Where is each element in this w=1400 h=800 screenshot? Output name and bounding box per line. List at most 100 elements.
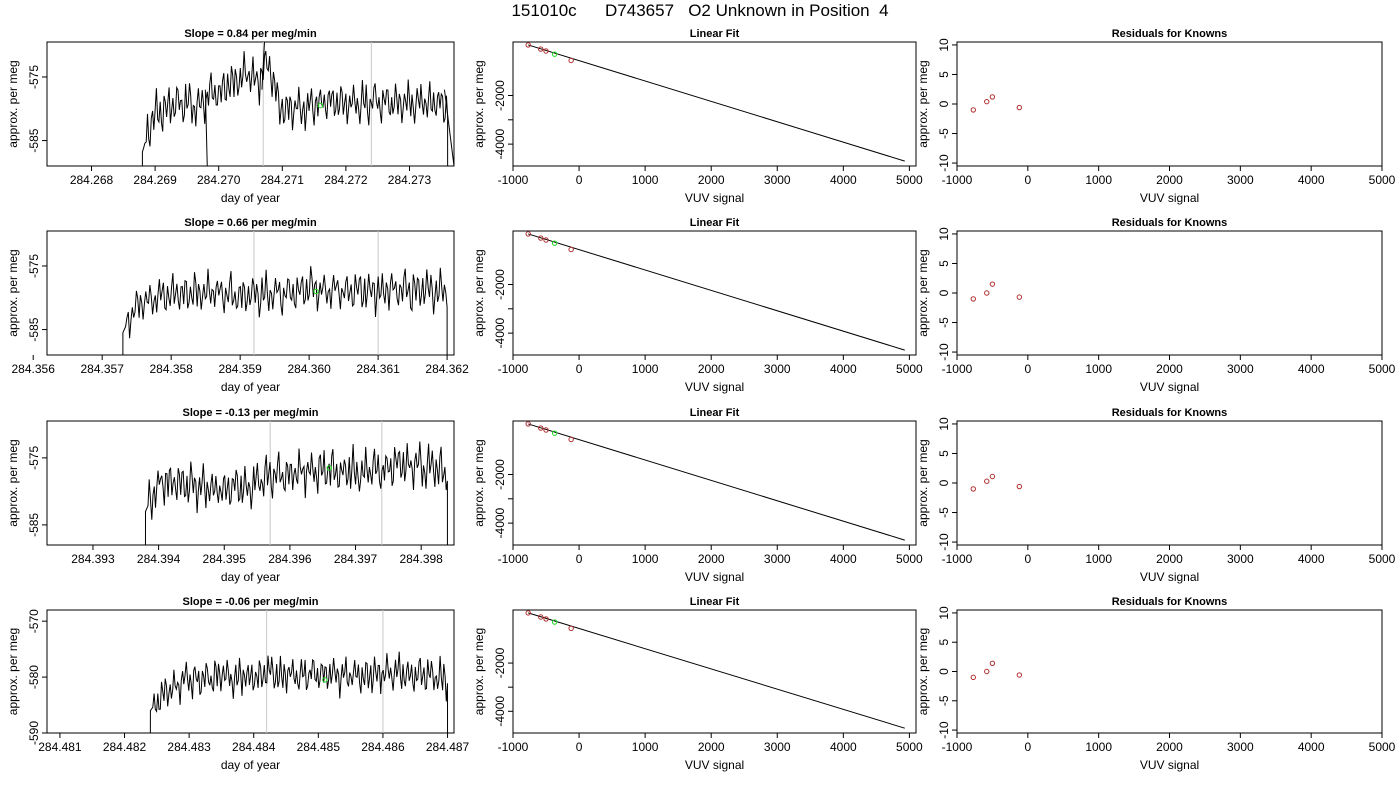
plot-title: Linear Fit [690, 596, 740, 608]
plot-frame [512, 420, 917, 546]
y-axis-label: approx. per meg [472, 249, 486, 336]
page-title: 151010c D743657 O2 Unknown in Position 4 [511, 1, 889, 20]
x-tick-label: 2000 [698, 552, 725, 566]
x-tick-label: 5000 [896, 362, 923, 376]
x-tick-label: 284.487 [426, 740, 470, 754]
x-tick-label: 4000 [1298, 552, 1325, 566]
plot-frame [46, 230, 455, 356]
x-tick-label: 4000 [830, 552, 857, 566]
y-axis-label: approx. per meg [6, 60, 20, 147]
x-tick-label: 2000 [698, 173, 725, 187]
x-tick-label: 0 [1024, 362, 1031, 376]
known-point [525, 421, 531, 427]
known-point [568, 625, 574, 632]
residual-point [1016, 294, 1023, 300]
x-tick-label: 2000 [1156, 362, 1183, 376]
plot-area [122, 231, 448, 355]
x-tick-label: 3000 [1227, 552, 1254, 566]
y-tick-label: -2000 [493, 459, 507, 490]
y-tick-label: -575 [27, 65, 41, 89]
y-axis-label: approx. per meg [472, 60, 486, 147]
residual-point [1016, 104, 1023, 111]
known-point [543, 427, 549, 433]
x-axis-label: VUV signal [1140, 191, 1199, 205]
x-axis-label: VUV signal [685, 191, 744, 205]
x-tick-label: 0 [576, 173, 583, 187]
x-tick-label: 2000 [1156, 740, 1183, 754]
linear-fit-panel-1: Linear Fit -1000 0 1000 2000 3000 4000 5000 -200… [472, 28, 923, 205]
known-point [543, 616, 549, 622]
fit-line [528, 612, 905, 729]
y-axis-label: approx. per meg [472, 439, 486, 526]
known-point [568, 246, 574, 253]
x-tick-label: 284.271 [261, 173, 305, 187]
x-tick-label: 284.361 [356, 362, 400, 376]
x-tick-label: 284.397 [334, 552, 378, 566]
plot-title: Residuals for Knowns [1112, 407, 1228, 419]
known-point [568, 436, 574, 443]
unknown-marker [313, 288, 319, 295]
residuals-panel-3: Residuals for Knowns -1000 0 1000 2000 3000 40… [916, 407, 1396, 584]
plot-frame [512, 230, 917, 356]
x-tick-label: 3000 [764, 173, 791, 187]
residual-point [970, 296, 976, 302]
y-tick-label: 0 [937, 289, 951, 296]
x-tick-label: 5000 [896, 740, 923, 754]
plot-title: Slope = -0.06 per meg/min [182, 596, 318, 608]
x-tick-label: 284.356 [12, 362, 56, 376]
y-tick-label: 5 [937, 639, 951, 646]
y-axis-label: approx. per meg [916, 60, 930, 147]
plot-area [141, 42, 454, 166]
y-tick-label: -570 [27, 609, 41, 633]
x-tick-label: 5000 [1369, 552, 1396, 566]
residual-point [970, 674, 976, 681]
x-tick-label: 2000 [1156, 173, 1183, 187]
known-point [525, 610, 531, 616]
y-tick-label: -575 [27, 254, 41, 278]
y-tick-label: 5 [937, 450, 951, 457]
x-tick-label: 1000 [1085, 362, 1112, 376]
x-axis-label: VUV signal [685, 758, 744, 772]
x-tick-label: 2000 [1156, 552, 1183, 566]
y-tick-label: 10 [937, 38, 951, 52]
x-tick-label: -1000 [498, 173, 529, 187]
plot-frame [46, 420, 455, 546]
x-tick-label: 5000 [1369, 362, 1396, 376]
x-axis-label: day of year [221, 380, 280, 394]
x-tick-label: -1000 [942, 173, 973, 187]
x-tick-label: -1000 [942, 740, 973, 754]
x-tick-label: 284.268 [70, 173, 114, 187]
x-tick-label: 1000 [1085, 740, 1112, 754]
residual-point [989, 94, 996, 100]
y-tick-label: 0 [937, 479, 951, 486]
x-tick-label: 284.360 [287, 362, 331, 376]
linear-fit-panel-3: Linear Fit -1000 0 1000 2000 3000 4000 5000 -200… [472, 407, 923, 584]
x-tick-label: 284.398 [399, 552, 443, 566]
y-tick-label: -4000 [493, 317, 507, 348]
x-tick-label: 284.395 [203, 552, 247, 566]
y-tick-label: -4000 [493, 696, 507, 727]
x-tick-label: 4000 [1298, 362, 1325, 376]
x-tick-label: 3000 [764, 740, 791, 754]
x-tick-label: 284.482 [103, 740, 147, 754]
y-tick-label: -4000 [493, 507, 507, 538]
data-trace [149, 651, 449, 733]
x-axis-label: day of year [221, 570, 280, 584]
x-tick-label: 2000 [698, 740, 725, 754]
x-tick-label: 5000 [896, 552, 923, 566]
residual-point [989, 660, 996, 666]
x-tick-label: 1000 [632, 740, 659, 754]
y-tick-label: 10 [937, 227, 951, 241]
trace-panel-4: Slope = -0.06 per meg/min 284.481 284.482 2… [6, 596, 470, 772]
x-axis-label: VUV signal [685, 380, 744, 394]
plot-area [149, 610, 449, 733]
data-spike [443, 89, 454, 166]
residuals-panel-2: Residuals for Knowns -1000 0 1000 2000 3000 40… [916, 217, 1396, 394]
plot-frame [956, 420, 1383, 546]
plot-title: Residuals for Knowns [1112, 217, 1228, 229]
x-tick-label: 284.362 [425, 362, 469, 376]
x-tick-label: 5000 [1369, 173, 1396, 187]
x-tick-label: 4000 [1298, 740, 1325, 754]
y-axis-label: approx. per meg [916, 249, 930, 336]
